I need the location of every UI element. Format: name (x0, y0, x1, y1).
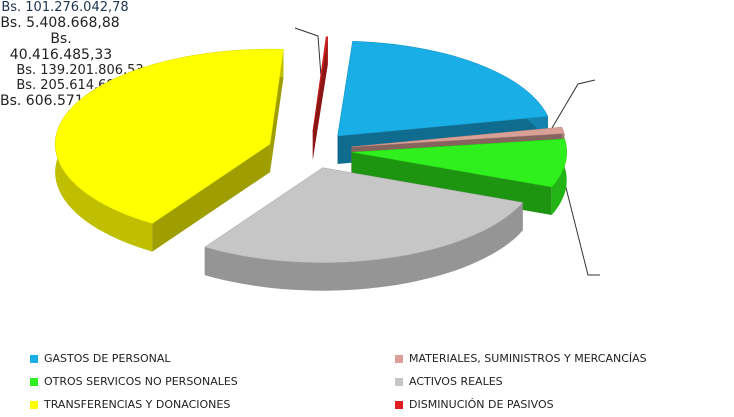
leader-line (561, 171, 600, 276)
leader-line (294, 27, 323, 91)
legend-label: ACTIVOS REALES (409, 375, 503, 388)
slice-side (270, 49, 284, 173)
legend-label: GASTOS DE PERSONAL (44, 352, 171, 365)
legend-swatch (30, 354, 38, 363)
slice-group (204, 167, 524, 291)
data-label: Bs. 40.416.485,33 (9, 31, 113, 63)
data-label: Bs. 139.201.806,53 (16, 63, 144, 78)
slice-group (312, 36, 329, 160)
legend-item: ACTIVOS REALES (395, 375, 503, 388)
slice-group (54, 48, 284, 252)
slice (351, 126, 565, 148)
legend-item: MATERIALES, SUMINISTROS Y MERCANCÍAS (395, 352, 647, 365)
data-label: Bs. 101.276.042,78 (1, 0, 129, 15)
legend-swatch (395, 400, 403, 409)
legend-label: DISMINUCIÓN DE PASIVOS (409, 398, 554, 411)
data-label: Bs. 5.408.668,88 (0, 15, 120, 31)
legend-swatch (30, 400, 38, 409)
legend-label: MATERIALES, SUMINISTROS Y MERCANCÍAS (409, 352, 647, 365)
slice (337, 40, 549, 137)
legend-label: OTROS SERVICOS NO PERSONALES (44, 375, 238, 388)
slice-side (152, 144, 271, 252)
slice-side (204, 202, 523, 291)
slice (351, 138, 567, 188)
legend-item: OTROS SERVICOS NO PERSONALES (30, 375, 238, 388)
slice-side (312, 36, 328, 160)
legend-swatch (30, 377, 38, 386)
slice (54, 48, 284, 224)
legend-item: TRANSFERENCIAS Y DONACIONES (30, 398, 230, 411)
leader-line (551, 79, 596, 129)
legend-item: GASTOS DE PERSONAL (30, 352, 171, 365)
legend-swatch (395, 354, 403, 363)
legend-swatch (395, 377, 403, 386)
legend-item: DISMINUCIÓN DE PASIVOS (395, 398, 554, 411)
legend-label: TRANSFERENCIAS Y DONACIONES (44, 398, 231, 411)
slice (312, 36, 329, 132)
slice (204, 167, 524, 263)
